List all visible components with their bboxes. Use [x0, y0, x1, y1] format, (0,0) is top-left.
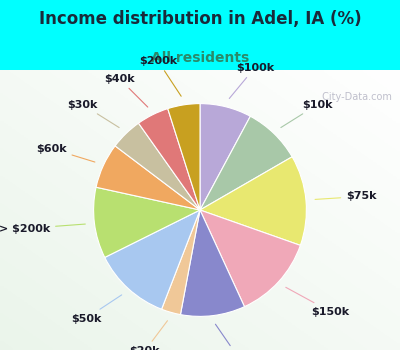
Text: All residents: All residents	[151, 51, 249, 65]
Wedge shape	[96, 146, 200, 210]
Wedge shape	[94, 187, 200, 258]
Text: Income distribution in Adel, IA (%): Income distribution in Adel, IA (%)	[39, 10, 361, 28]
Wedge shape	[200, 157, 306, 245]
Text: $200k: $200k	[139, 56, 181, 96]
Text: $20k: $20k	[129, 321, 168, 350]
Text: $150k: $150k	[286, 287, 350, 317]
Wedge shape	[162, 210, 200, 315]
Wedge shape	[138, 108, 200, 210]
Wedge shape	[200, 104, 250, 210]
Text: $10k: $10k	[281, 100, 333, 127]
Text: $75k: $75k	[315, 191, 377, 202]
Wedge shape	[105, 210, 200, 309]
Text: City-Data.com: City-Data.com	[319, 92, 392, 103]
Wedge shape	[200, 116, 292, 210]
Text: $60k: $60k	[36, 144, 95, 162]
Wedge shape	[168, 104, 200, 210]
Text: $125k: $125k	[216, 324, 256, 350]
Wedge shape	[200, 210, 300, 307]
Text: $40k: $40k	[104, 74, 148, 107]
Text: > $200k: > $200k	[0, 224, 85, 233]
Text: $50k: $50k	[71, 295, 122, 323]
Text: $100k: $100k	[229, 63, 274, 98]
Wedge shape	[115, 123, 200, 210]
Wedge shape	[180, 210, 244, 316]
Text: $30k: $30k	[68, 100, 119, 127]
